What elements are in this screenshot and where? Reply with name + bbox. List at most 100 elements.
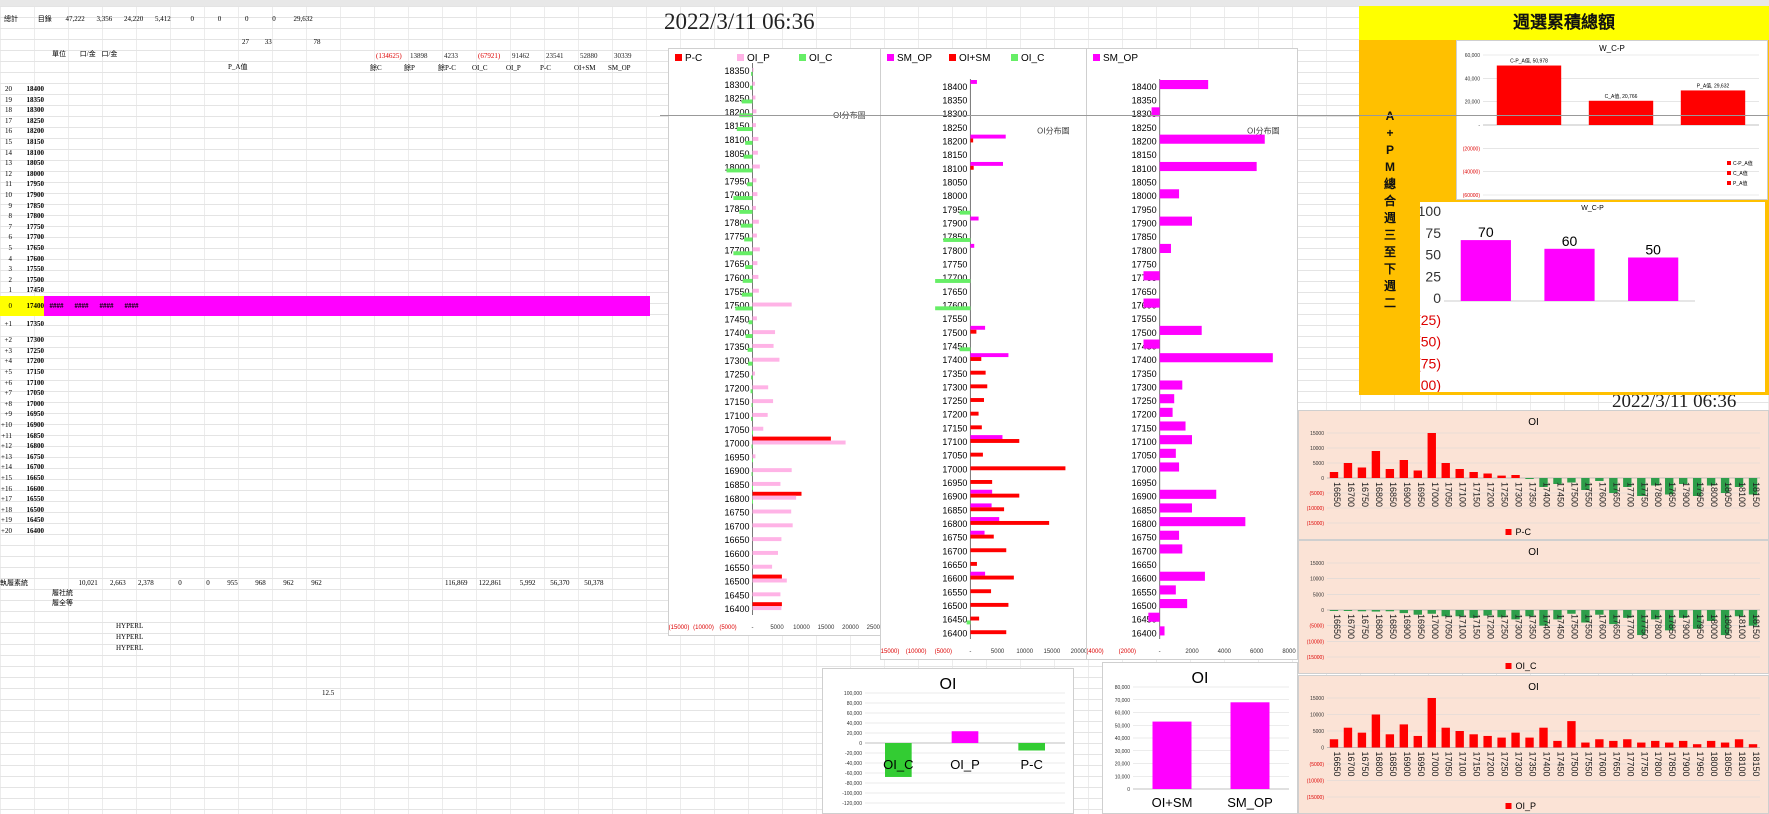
- bar: [1637, 610, 1646, 636]
- x-tick-label: -: [969, 649, 971, 655]
- bar: [1734, 610, 1744, 617]
- oi-sm-summary-chart[interactable]: OI 80,000 70,000 60,000 50,000 40,000 30,000 20…: [1102, 662, 1298, 814]
- bar: [1637, 478, 1646, 496]
- y-tick-label: 18250: [1132, 123, 1157, 133]
- bar: [1159, 325, 1202, 335]
- y-tick-label: 17150: [942, 423, 967, 433]
- y-tick-label: 17800: [1132, 246, 1157, 256]
- bar: [970, 480, 993, 484]
- table-row: 1 17450: [0, 285, 650, 296]
- y-tick-label: 18000: [724, 163, 749, 173]
- x-tick-label: 17900: [1681, 752, 1691, 777]
- y-tick-label: 18050: [724, 149, 749, 159]
- x-tick-label: 17700: [1625, 614, 1635, 639]
- oi-distribution-chart-1[interactable]: P-COI_POI_COI分布圖183501830018250182001815…: [668, 48, 884, 636]
- weekly-ratio-chart[interactable]: W_C-P 100 75 50 25 0 (25) (50) (75) (100) 70 60 50: [1420, 202, 1765, 392]
- data-label: 60: [1562, 233, 1578, 249]
- hyperlink-cell[interactable]: HYPERL: [116, 633, 144, 641]
- oi-distribution-chart-3[interactable]: SM_OP OI分布圖 18400 18350 18300 18250 18200 18150…: [1086, 48, 1298, 660]
- y-tick-label: (15000): [1307, 521, 1325, 527]
- weekly-value-chart[interactable]: W_C-P 60,000 40,000 20,000 - (20000) (40000) (6…: [1456, 40, 1768, 200]
- y-tick-label: 18100: [724, 135, 749, 145]
- y-tick-label: 17900: [942, 219, 967, 229]
- x-tick-label: 17300: [1514, 752, 1524, 777]
- bar: [1581, 478, 1590, 490]
- bar: [750, 389, 753, 394]
- x-tick-label: 17350: [1528, 752, 1538, 777]
- row-number: +13: [1, 452, 12, 461]
- strike-label: 16750: [26, 452, 45, 461]
- footer-value: 122,861: [478, 579, 502, 587]
- summary-label2: 目錄: [37, 15, 52, 23]
- bar: [752, 509, 792, 514]
- bar: [970, 517, 1000, 521]
- strike-label: 18150: [26, 138, 45, 146]
- bar: [752, 178, 757, 183]
- x-tick-label: 17050: [1444, 614, 1454, 639]
- strike-label: 16650: [26, 474, 45, 482]
- bar: [1539, 478, 1548, 487]
- hyperlink-cell[interactable]: HYPERL: [116, 644, 144, 652]
- legend-swatch: [1505, 529, 1512, 535]
- caption-char: 下: [1384, 262, 1397, 276]
- y-tick-label: 17000: [724, 439, 749, 449]
- strike-label: 16450: [26, 516, 45, 525]
- footer-label: 履社統: [52, 589, 73, 597]
- y-tick-label: 18400: [942, 82, 967, 92]
- bar: [733, 196, 753, 201]
- caption-char: 合: [1384, 194, 1397, 208]
- row-number: 7: [8, 222, 13, 231]
- x-tick-label: 17150: [1472, 614, 1482, 639]
- caption-char: 總: [1384, 177, 1397, 191]
- x-tick-label: 15000: [818, 625, 835, 631]
- bar: [1511, 610, 1520, 620]
- bar: [1343, 727, 1353, 748]
- y-tick-label: (10000): [1307, 779, 1325, 785]
- footer-value: 116,869: [445, 579, 468, 587]
- y-tick-label: 17450: [724, 314, 749, 324]
- bar: [970, 493, 1020, 498]
- x-tick-label: 17050: [1444, 482, 1454, 507]
- y-tick-label: -20,000: [845, 751, 862, 757]
- x-tick-label: 17900: [1681, 482, 1691, 507]
- bar: [1148, 612, 1160, 622]
- bar: [752, 523, 793, 528]
- bar: [1329, 472, 1339, 478]
- y-tick-label: 17650: [1132, 287, 1157, 297]
- bar: [752, 385, 769, 390]
- x-tick-label: 17100: [1458, 482, 1468, 507]
- y-tick-label: 0: [1127, 787, 1130, 793]
- bar: [1544, 248, 1595, 301]
- x-tick-label: 17350: [1528, 614, 1538, 639]
- legend-label: SM_OP: [1103, 53, 1138, 64]
- footer-area: 執履素統 10,021 2,663 2,378 0 0 955 968 962 962 116,…: [0, 578, 604, 608]
- bar: [1665, 610, 1674, 631]
- bar: [752, 233, 757, 238]
- oi-pc-strike-chart[interactable]: OI 15000 10000 5000 0 (5000) (10000) (15000) 166…: [1298, 410, 1769, 540]
- strike-label: 17450: [26, 286, 45, 295]
- y-tick-label: 16700: [1132, 546, 1157, 556]
- bar: [1143, 271, 1160, 281]
- oi-c-strike-chart[interactable]: OI 15000 10000 5000 0 (5000) (10000) (15000) 166…: [1298, 540, 1769, 674]
- x-tick-label: SM_OP: [1227, 795, 1273, 810]
- y-tick-label: 18300: [1132, 109, 1157, 119]
- bar: [752, 123, 756, 128]
- oi-summary-chart[interactable]: OI 100,000 80,000 60,000 40,000 20,000 0 -20,00…: [822, 668, 1074, 814]
- oi-distribution-chart-2[interactable]: SM_OP OI+SM OI_C OI分布圖 18400 18350 18300 18250 1…: [880, 48, 1088, 660]
- legend-swatch: [1727, 181, 1731, 185]
- footer-value: 0: [206, 579, 210, 587]
- table-row: +7 17050: [0, 388, 650, 399]
- table-row: 11 17950: [0, 179, 650, 190]
- hyperlink-cell[interactable]: HYPERL: [116, 622, 144, 630]
- column-label: OI+SM: [574, 64, 596, 72]
- table-row: 7 17750: [0, 222, 650, 233]
- strike-label: 17650: [26, 244, 45, 252]
- footer-value: 2,378: [138, 579, 154, 587]
- footer-value: 962: [283, 579, 294, 587]
- y-tick-label: 17050: [1132, 451, 1157, 461]
- y-tick-label: 17600: [942, 300, 967, 310]
- atm-cell: ####: [124, 302, 139, 310]
- legend-label: OI_C: [1021, 53, 1044, 64]
- oi-p-strike-chart[interactable]: OI 15000 10000 5000 0 (5000) (10000) (15000) 166…: [1298, 675, 1769, 814]
- x-tick-label: 17150: [1472, 482, 1482, 507]
